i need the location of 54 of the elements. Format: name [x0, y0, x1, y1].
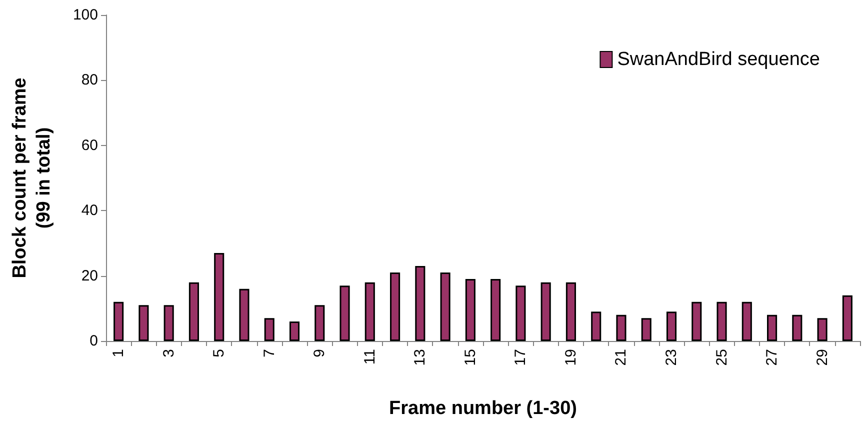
x-tick-label: 1 — [110, 349, 128, 358]
x-tick-label: 7 — [260, 349, 278, 358]
y-axis-title: Block count per frame (99 in total) — [10, 78, 54, 278]
bar — [364, 282, 375, 341]
x-tick-label: 11 — [361, 349, 378, 365]
bar — [390, 272, 400, 341]
bar — [415, 266, 426, 341]
bar — [692, 302, 702, 341]
bar — [340, 286, 350, 341]
legend-label: SwanAndBird sequence — [617, 49, 820, 70]
bar — [314, 305, 325, 341]
bar — [666, 312, 677, 341]
bar — [616, 314, 626, 341]
x-tick-label: 9 — [311, 349, 328, 358]
bar — [138, 305, 149, 341]
bar — [114, 302, 124, 341]
bar — [214, 252, 224, 341]
bar — [817, 318, 828, 341]
x-axis-title: Frame number (1-30) — [389, 398, 577, 419]
y-tick-label: 80 — [81, 72, 98, 89]
bar — [440, 272, 450, 341]
x-tick-label: 17 — [512, 349, 530, 366]
y-tick-label: 0 — [90, 332, 98, 350]
bar — [289, 321, 300, 341]
y-tick-label: 60 — [81, 136, 98, 154]
bar — [490, 279, 501, 341]
x-tick-label: 29 — [814, 349, 831, 366]
bar — [540, 282, 551, 341]
x-tick-label: 21 — [612, 349, 630, 366]
bar — [842, 295, 852, 341]
bar — [591, 312, 602, 341]
x-tick-label: 15 — [462, 349, 479, 366]
x-tick-label: 19 — [562, 349, 580, 366]
bar — [465, 279, 476, 341]
bar — [641, 318, 652, 341]
x-tick-label: 23 — [663, 349, 680, 366]
bar — [716, 302, 727, 341]
y-tick-label: 40 — [81, 202, 98, 220]
bar — [792, 314, 802, 341]
bar — [566, 282, 576, 341]
y-tick-label: 20 — [81, 267, 98, 284]
bar — [264, 318, 274, 341]
x-tick-label: 25 — [713, 349, 730, 366]
bar — [742, 302, 752, 341]
x-tick-label: 27 — [764, 349, 781, 366]
bar — [188, 282, 199, 341]
bar — [164, 305, 174, 341]
bar — [516, 286, 526, 341]
y-tick-label: 100 — [72, 6, 98, 24]
x-tick-label: 3 — [160, 349, 178, 358]
bar — [767, 314, 778, 341]
bar — [239, 288, 250, 341]
x-tick-label: 5 — [210, 349, 228, 358]
x-tick-label: 13 — [412, 349, 429, 366]
